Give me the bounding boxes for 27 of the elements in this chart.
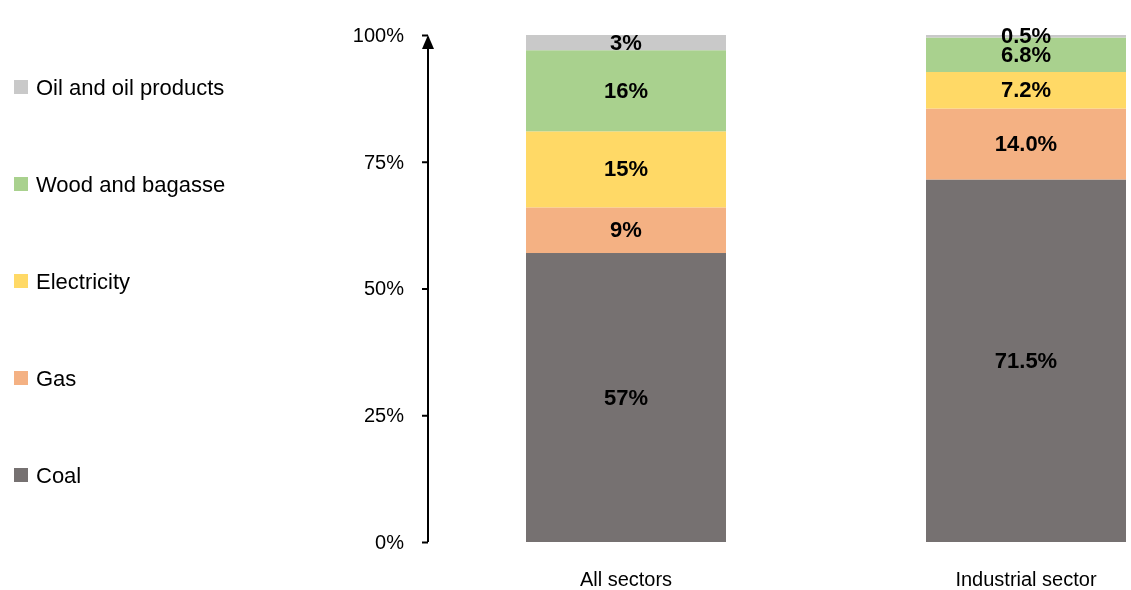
data-label: 16%	[603, 77, 649, 103]
data-label: 14.0%	[994, 131, 1058, 157]
y-tick-label: 100%	[352, 23, 405, 46]
data-label: 7.2%	[1000, 77, 1052, 103]
bar	[526, 207, 726, 254]
legend-label: Gas	[36, 366, 77, 391]
data-label: 57%	[603, 384, 649, 410]
bar	[526, 253, 726, 542]
bar	[926, 72, 1126, 109]
data-label: 71.5%	[994, 347, 1058, 373]
y-tick-label: 0%	[375, 530, 405, 553]
bar	[926, 108, 1126, 180]
bar	[526, 50, 726, 132]
legend-label: Oil and oil products	[36, 75, 225, 100]
bar	[526, 131, 726, 208]
bar	[926, 179, 1126, 542]
data-label: 15%	[603, 156, 649, 182]
data-label: 9%	[610, 217, 642, 243]
y-tick-label: 25%	[363, 404, 405, 427]
y-tick-label: 50%	[363, 277, 405, 300]
x-tick-label: All sectors	[579, 568, 673, 590]
legend-label: Wood and bagasse	[36, 172, 226, 197]
data-label: 3%	[610, 29, 642, 55]
legend-label: Electricity	[36, 269, 131, 294]
y-tick-label: 75%	[363, 150, 405, 173]
legend-label: Coal	[36, 463, 82, 488]
x-tick-label: Industrial sector	[955, 568, 1097, 590]
